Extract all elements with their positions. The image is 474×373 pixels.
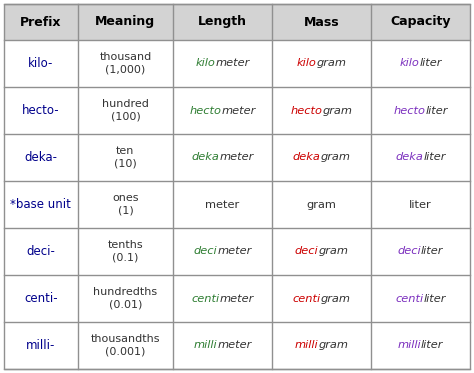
Text: deci: deci bbox=[193, 247, 217, 257]
Text: deka: deka bbox=[292, 153, 320, 163]
Text: milli: milli bbox=[294, 341, 318, 351]
Text: deci: deci bbox=[397, 247, 421, 257]
Text: meter: meter bbox=[219, 294, 254, 304]
Text: gram: gram bbox=[306, 200, 336, 210]
Text: milli: milli bbox=[397, 341, 421, 351]
Text: ten
(10): ten (10) bbox=[114, 146, 137, 169]
Text: hundredths
(0.01): hundredths (0.01) bbox=[93, 287, 157, 310]
Text: liter: liter bbox=[423, 153, 446, 163]
Text: deci: deci bbox=[294, 247, 318, 257]
Text: *base unit: *base unit bbox=[10, 198, 71, 211]
Text: deci-: deci- bbox=[27, 245, 55, 258]
Text: Meaning: Meaning bbox=[95, 16, 155, 28]
Text: hecto-: hecto- bbox=[22, 104, 60, 117]
Text: liter: liter bbox=[419, 59, 441, 69]
Text: deka-: deka- bbox=[24, 151, 57, 164]
Text: gram: gram bbox=[318, 247, 348, 257]
Text: hecto: hecto bbox=[190, 106, 221, 116]
Text: meter: meter bbox=[215, 59, 250, 69]
Text: milli-: milli- bbox=[26, 339, 55, 352]
Text: gram: gram bbox=[320, 153, 350, 163]
Text: Capacity: Capacity bbox=[390, 16, 451, 28]
Text: meter: meter bbox=[217, 341, 252, 351]
Text: kilo: kilo bbox=[296, 59, 316, 69]
Text: meter: meter bbox=[217, 247, 252, 257]
Text: milli: milli bbox=[193, 341, 217, 351]
Text: liter: liter bbox=[425, 106, 447, 116]
Text: thousand
(1,000): thousand (1,000) bbox=[99, 52, 152, 75]
Text: kilo: kilo bbox=[195, 59, 215, 69]
Text: meter: meter bbox=[219, 153, 254, 163]
Text: Length: Length bbox=[198, 16, 247, 28]
Text: gram: gram bbox=[316, 59, 346, 69]
Text: meter: meter bbox=[221, 106, 255, 116]
Text: liter: liter bbox=[421, 341, 443, 351]
Text: centi: centi bbox=[395, 294, 423, 304]
Text: centi-: centi- bbox=[24, 292, 58, 305]
Text: gram: gram bbox=[322, 106, 352, 116]
Text: deka: deka bbox=[395, 153, 423, 163]
Text: ones
(1): ones (1) bbox=[112, 193, 138, 216]
Text: kilo: kilo bbox=[399, 59, 419, 69]
Text: liter: liter bbox=[409, 200, 432, 210]
Text: centi: centi bbox=[292, 294, 320, 304]
Text: Mass: Mass bbox=[303, 16, 339, 28]
Text: hecto: hecto bbox=[393, 106, 425, 116]
Text: hecto: hecto bbox=[291, 106, 322, 116]
Text: kilo-: kilo- bbox=[28, 57, 54, 70]
Text: tenths
(0.1): tenths (0.1) bbox=[108, 240, 143, 263]
Text: Prefix: Prefix bbox=[20, 16, 62, 28]
Text: gram: gram bbox=[318, 341, 348, 351]
Text: deka: deka bbox=[191, 153, 219, 163]
Bar bbox=[4, 4, 470, 40]
Text: liter: liter bbox=[421, 247, 443, 257]
Text: meter: meter bbox=[205, 200, 240, 210]
Text: centi: centi bbox=[191, 294, 219, 304]
Text: liter: liter bbox=[423, 294, 446, 304]
Text: hundred
(100): hundred (100) bbox=[102, 99, 149, 122]
Text: thousandths
(0.001): thousandths (0.001) bbox=[91, 334, 160, 357]
Text: gram: gram bbox=[320, 294, 350, 304]
